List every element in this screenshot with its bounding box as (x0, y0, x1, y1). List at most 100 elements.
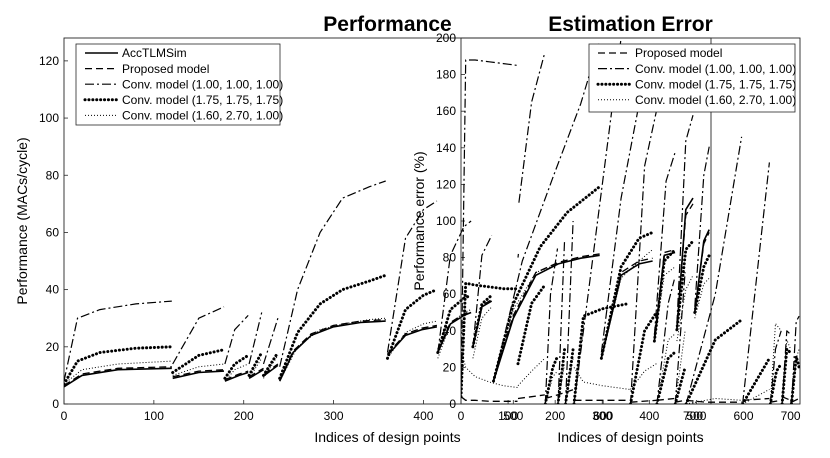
performance-y-tick-label: 20 (46, 340, 60, 354)
performance-series-line-segment (653, 266, 676, 342)
performance-title: Performance (323, 13, 451, 36)
performance-legend-label: Conv. model (1.60, 2.70, 1.00) (122, 109, 283, 123)
performance-series-line-segment (223, 353, 250, 380)
performance-series-line-segment (600, 74, 654, 353)
error-series-line-segment (768, 362, 783, 404)
error-legend: Proposed model Conv. model (1.00, 1.00, 1… (588, 43, 796, 113)
performance-series-line-segment (387, 320, 438, 359)
performance-series-line-segment (694, 232, 710, 312)
error-x-tick-label: 700 (781, 409, 801, 423)
error-series-line-segment (674, 272, 686, 404)
performance-series-line-segment (653, 152, 676, 336)
performance-series-line-segment (493, 254, 600, 382)
error-series-line-segment (686, 399, 742, 403)
error-y-tick-label: 100 (436, 214, 456, 228)
error-y-tick-label: 40 (443, 324, 457, 338)
error-x-axis-label: Indices of design points (557, 429, 703, 445)
error-series-line-segment (741, 356, 771, 404)
error-series-line-segment (516, 283, 547, 366)
performance-series-line-segment (248, 312, 263, 365)
performance-x-axis-label: Indices of design points (314, 429, 460, 445)
error-series-line-segment (655, 351, 676, 404)
performance-series-line-segment (64, 367, 172, 388)
performance-x-tick-label: 300 (324, 409, 344, 423)
error-series-line-segment (543, 354, 559, 404)
error-y-tick-label: 80 (443, 251, 457, 265)
performance-series-line-segment (675, 239, 695, 332)
error-y-tick-label: 140 (436, 141, 456, 155)
performance-series-line-segment (224, 363, 249, 382)
performance-series-line-segment (437, 309, 472, 359)
error-series-line-segment (742, 162, 770, 404)
error-y-tick-label: 160 (436, 104, 456, 118)
performance-series-conv-model-1-60-2-70-1-00 (64, 249, 710, 385)
error-series-line-segment (518, 52, 546, 203)
performance-series-line-segment (248, 369, 264, 379)
performance-series-line-segment (600, 257, 653, 357)
performance-series-line-segment (64, 360, 172, 385)
performance-series-line-segment (224, 371, 249, 382)
error-series-line-segment (564, 347, 575, 404)
performance-axes-box (63, 37, 712, 405)
performance-series-line-segment (471, 293, 494, 349)
performance-x-tick-label: 100 (144, 409, 164, 423)
performance-series-line-segment (387, 324, 438, 355)
performance-series-line-segment (492, 253, 600, 380)
error-series-line-segment (564, 220, 574, 404)
error-y-tick-label: 60 (443, 287, 457, 301)
estimation-error-chart: 0 100 200 300 400 500 600 700 0 20 40 60 80 100 120 140… (411, 13, 801, 445)
error-series-line-segment (674, 330, 686, 404)
performance-y-tick-label: 100 (39, 111, 59, 125)
error-series-line-segment (656, 397, 675, 401)
performance-series-line-segment (224, 370, 249, 381)
performance-x-tick-label: 200 (234, 409, 254, 423)
performance-series-line-segment (248, 358, 263, 379)
error-series-line-segment (791, 397, 800, 403)
performance-legend-label: Conv. model (1.00, 1.00, 1.00) (122, 77, 283, 91)
performance-y-tick-label: 60 (46, 225, 60, 239)
error-series-line-segment (461, 281, 519, 399)
error-series-line-segment (675, 399, 686, 403)
performance-series-line-segment (599, 230, 655, 360)
performance-series-line-segment (492, 254, 600, 382)
performance-y-tick-label: 120 (39, 54, 59, 68)
error-series-line-segment (673, 365, 687, 404)
error-series-line-segment (742, 388, 770, 404)
error-series-line-segment (557, 239, 566, 404)
performance-series-line-segment (172, 370, 225, 380)
error-series-line-segment (544, 248, 559, 404)
performance-series-line-segment (492, 40, 601, 382)
performance-x-tick-label: 500 (503, 409, 523, 423)
performance-chart: 0 100 200 300 400 500 600 700020406080100120Per… (14, 13, 712, 445)
error-y-tick-label: 120 (436, 177, 456, 191)
error-series-line-segment (629, 311, 658, 404)
performance-y-axis-label: Performance (MACs/cycle) (14, 137, 30, 304)
error-series-line-segment (790, 354, 800, 404)
error-series-line-segment (769, 330, 782, 404)
error-series-line-segment (461, 396, 518, 402)
performance-series-line-segment (172, 363, 225, 376)
error-series-line-segment (629, 111, 657, 404)
performance-series-line-segment (262, 318, 279, 365)
performance-series-line-segment (472, 306, 493, 359)
performance-legend-label: Conv. model (1.75, 1.75, 1.75) (122, 93, 283, 107)
performance-series-line-segment (278, 273, 388, 380)
error-series-proposed-model (461, 388, 800, 403)
performance-series-line-segment (492, 185, 602, 383)
error-x-tick-label: 100 (498, 409, 518, 423)
error-y-tick-label: 200 (436, 31, 456, 45)
error-series-line-segment (791, 348, 800, 404)
error-series-line-segment (461, 348, 518, 388)
error-series-line-segment (461, 59, 518, 397)
performance-series-line-segment (386, 288, 439, 360)
performance-series-line-segment (472, 235, 493, 347)
error-legend-box (588, 43, 796, 113)
performance-series-line-segment (279, 318, 386, 380)
performance-series-line-segment (386, 200, 438, 353)
performance-series-line-segment (436, 293, 473, 354)
error-x-tick-label: 200 (545, 409, 565, 423)
error-series-line-segment (684, 318, 744, 404)
performance-x-tick-label: 700 (683, 409, 703, 423)
performance-series-line-segment (64, 366, 172, 386)
